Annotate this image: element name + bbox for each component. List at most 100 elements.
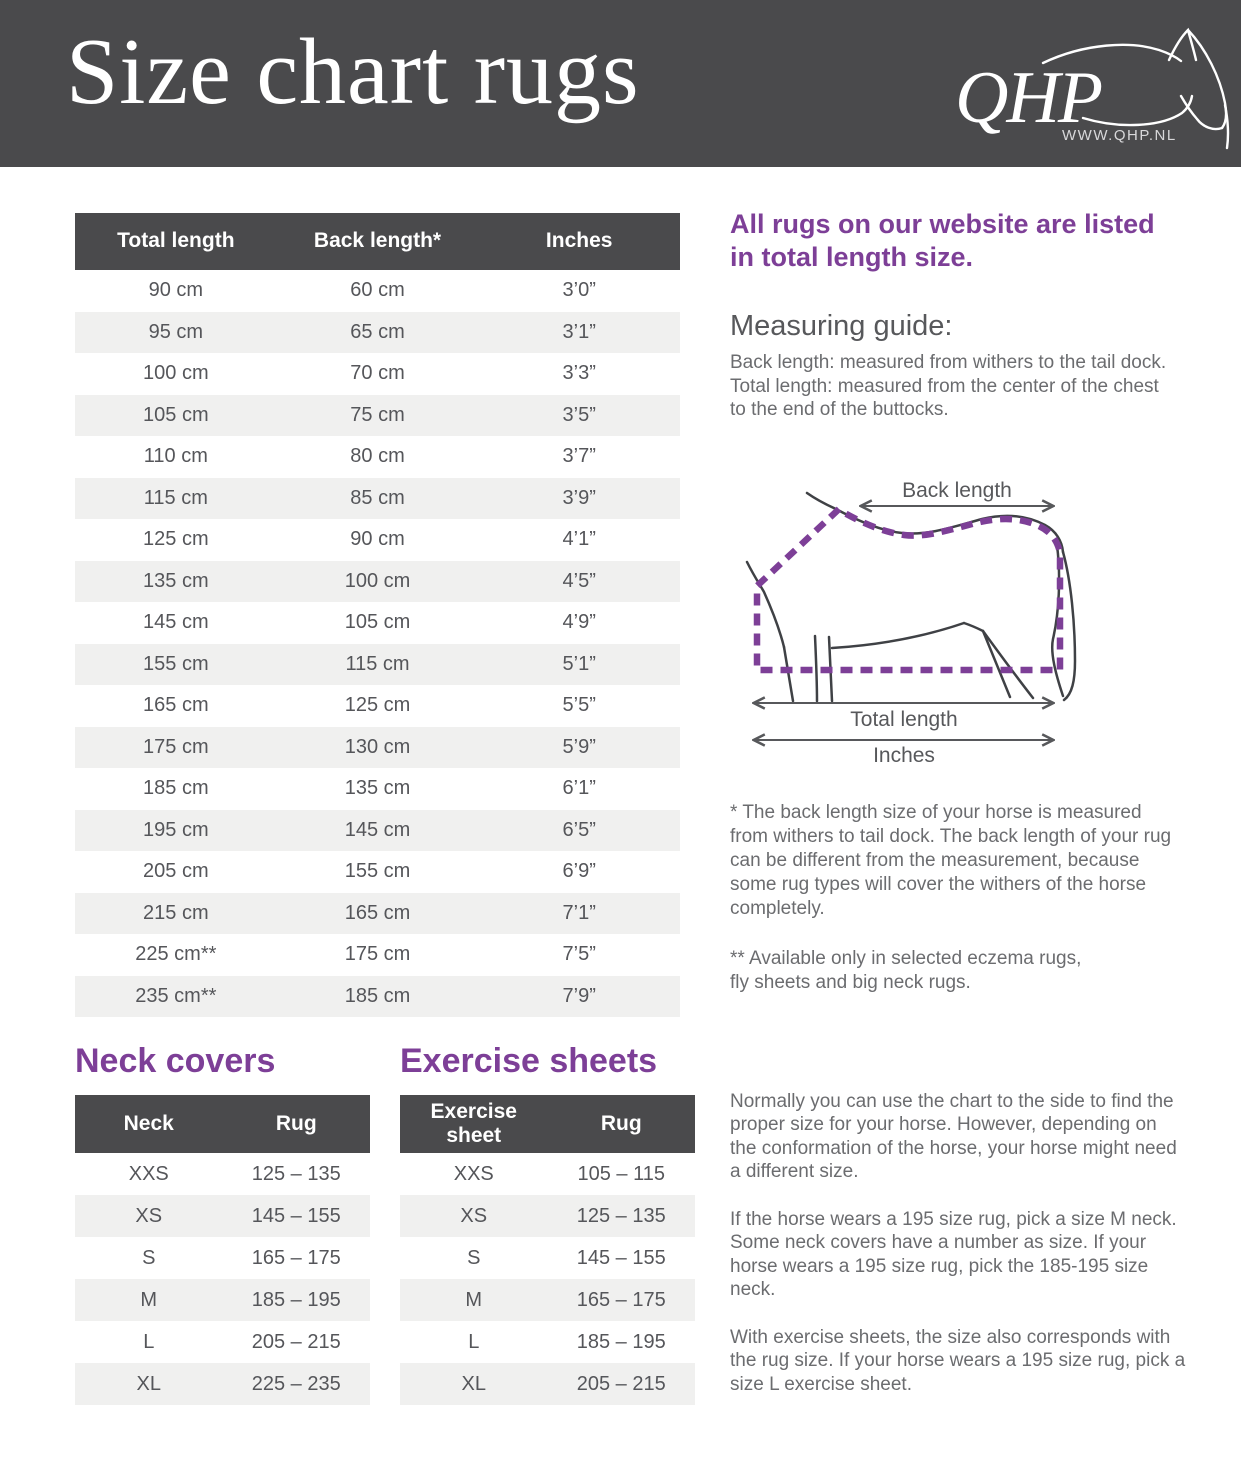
table-cell: 4’1” bbox=[562, 528, 596, 551]
table-cell: 5’1” bbox=[562, 652, 596, 675]
table-cell: 215 cm bbox=[143, 901, 209, 924]
advice-paragraph-neck: If the horse wears a 195 size rug, pick … bbox=[730, 1208, 1177, 1301]
table-row: 145 cm 105 cm 4’9” bbox=[75, 602, 680, 644]
table-cell: 100 cm bbox=[143, 362, 209, 385]
column-header-back-length: Back length* bbox=[313, 229, 442, 253]
table-cell: M bbox=[465, 1288, 483, 1311]
table-cell: 3’0” bbox=[562, 279, 596, 302]
table-row: 135 cm 100 cm 4’5” bbox=[75, 560, 680, 602]
table-row: XL 205 – 215 bbox=[400, 1363, 695, 1405]
table-cell: 145 cm bbox=[143, 611, 209, 634]
table-cell: 7’5” bbox=[562, 943, 596, 966]
exercise-sheets-heading: Exercise sheets bbox=[400, 1042, 658, 1080]
table-cell: 185 cm bbox=[143, 777, 209, 800]
table-cell: 4’5” bbox=[562, 569, 596, 592]
neck-table-body: XXS 125 – 135 XS 145 – 155 S 165 – 175 M 185 – … bbox=[75, 1153, 370, 1405]
table-cell: 165 cm bbox=[344, 901, 411, 924]
table-row: 175 cm 130 cm 5’9” bbox=[75, 726, 680, 768]
column-header-exercise-sheet: Exercise sheet bbox=[430, 1099, 517, 1147]
table-cell: 105 – 115 bbox=[577, 1162, 666, 1185]
table-cell: 105 cm bbox=[344, 611, 411, 634]
table-cell: 65 cm bbox=[350, 320, 405, 343]
table-row: M 165 – 175 bbox=[400, 1279, 695, 1321]
qhp-logo: QHP WWW.QHP.NL bbox=[955, 27, 1230, 150]
main-size-table: Total length Back length* Inches 90 cm 60… bbox=[75, 213, 680, 1017]
table-cell: 80 cm bbox=[350, 445, 405, 468]
table-cell: 60 cm bbox=[350, 279, 405, 302]
table-cell: 205 cm bbox=[143, 860, 209, 883]
table-cell: 7’9” bbox=[562, 984, 596, 1007]
table-row: XL 225 – 235 bbox=[75, 1363, 370, 1405]
table-cell: M bbox=[140, 1288, 158, 1311]
table-cell: 165 – 175 bbox=[576, 1288, 666, 1311]
table-cell: 6’9” bbox=[562, 860, 596, 883]
table-cell: 195 cm bbox=[143, 818, 209, 841]
column-header-neck: Neck bbox=[123, 1111, 174, 1135]
table-cell: 100 cm bbox=[344, 569, 411, 592]
qhp-logo-horse-icon bbox=[1041, 27, 1230, 150]
table-cell: 70 cm bbox=[350, 362, 405, 385]
table-cell: L bbox=[143, 1330, 155, 1353]
table-cell: 125 cm bbox=[344, 694, 411, 717]
table-row: 155 cm 115 cm 5’1” bbox=[75, 643, 680, 685]
measuring-line-back-length: Back length: measured from withers to th… bbox=[730, 352, 1167, 373]
table-row: XS 145 – 155 bbox=[75, 1195, 370, 1237]
table-row: 105 cm 75 cm 3’5” bbox=[75, 394, 680, 436]
table-row: 225 cm** 175 cm 7’5” bbox=[75, 934, 680, 976]
table-cell: 90 cm bbox=[350, 528, 405, 551]
sizing-advice-text: Normally you can use the chart to the si… bbox=[730, 1090, 1188, 1420]
measuring-guide-text: Back length: measured from withers to th… bbox=[730, 351, 1175, 422]
table-cell: 205 – 215 bbox=[576, 1372, 666, 1395]
table-cell: S bbox=[142, 1246, 156, 1269]
advice-paragraph-exercise: With exercise sheets, the size also corr… bbox=[730, 1326, 1186, 1395]
table-row: XXS 125 – 135 bbox=[75, 1153, 370, 1195]
table-cell: S bbox=[467, 1246, 481, 1269]
table-cell: 155 cm bbox=[143, 652, 209, 675]
table-cell: 235 cm** bbox=[135, 984, 217, 1007]
table-cell: 75 cm bbox=[350, 403, 405, 426]
table-cell: 135 cm bbox=[143, 569, 209, 592]
table-cell: 6’5” bbox=[562, 818, 596, 841]
horse-measuring-diagram: Back length Total length Inches bbox=[745, 479, 1077, 767]
table-cell: 175 cm bbox=[344, 943, 411, 966]
exercise-sheets-table: Exercise sheet Rug XXS 105 – 115 XS 125 – 1… bbox=[400, 1095, 695, 1405]
table-cell: 130 cm bbox=[344, 735, 411, 758]
rug-outline-dashed bbox=[753, 506, 1064, 674]
table-cell: 165 – 175 bbox=[251, 1246, 341, 1269]
table-cell: 90 cm bbox=[148, 279, 204, 302]
table-cell: XL bbox=[461, 1372, 486, 1395]
table-cell: 145 cm bbox=[344, 818, 411, 841]
table-cell: 3’5” bbox=[562, 403, 596, 426]
table-cell: 145 – 155 bbox=[251, 1204, 341, 1227]
footnote-availability: ** Available only in selected eczema rug… bbox=[730, 947, 1082, 993]
table-cell: 105 cm bbox=[143, 403, 209, 426]
table-cell: 205 – 215 bbox=[251, 1330, 341, 1353]
header-band: Size chart rugs QHP WWW.QHP.NL bbox=[0, 0, 1241, 167]
table-cell: 185 cm bbox=[344, 984, 411, 1007]
table-cell: 135 cm bbox=[344, 777, 411, 800]
table-row: 100 cm 70 cm 3’3” bbox=[75, 353, 680, 395]
table-cell: 3’1” bbox=[562, 320, 596, 343]
table-row: XS 125 – 135 bbox=[400, 1195, 695, 1237]
table-cell: 3’7” bbox=[562, 445, 596, 468]
table-cell: 3’9” bbox=[562, 486, 596, 509]
table-cell: L bbox=[468, 1330, 480, 1353]
table-cell: 115 cm bbox=[345, 652, 410, 675]
table-row: 185 cm 135 cm 6’1” bbox=[75, 768, 680, 810]
neck-table-header: Neck Rug bbox=[75, 1095, 370, 1153]
advice-paragraph-general: Normally you can use the chart to the si… bbox=[730, 1091, 1177, 1183]
table-cell: 185 – 195 bbox=[576, 1330, 666, 1353]
column-header-rug: Rug bbox=[275, 1111, 317, 1135]
table-row: XXS 105 – 115 bbox=[400, 1153, 695, 1195]
column-header-rug: Rug bbox=[600, 1111, 642, 1135]
table-row: 165 cm 125 cm 5’5” bbox=[75, 685, 680, 727]
table-cell: 7’1” bbox=[562, 901, 596, 924]
table-cell: 3’3” bbox=[562, 362, 596, 385]
table-row: 95 cm 65 cm 3’1” bbox=[75, 311, 680, 353]
table-cell: XS bbox=[135, 1204, 163, 1227]
table-cell: 155 cm bbox=[344, 860, 411, 883]
page-title: Size chart rugs bbox=[66, 20, 640, 124]
table-row: 110 cm 80 cm 3’7” bbox=[75, 436, 680, 478]
neck-covers-heading: Neck covers bbox=[75, 1042, 276, 1080]
back-length-label: Back length bbox=[902, 479, 1012, 502]
